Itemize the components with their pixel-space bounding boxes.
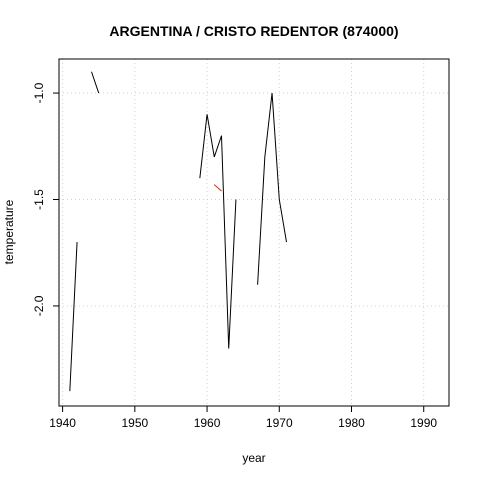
x-tick-label: 1960	[194, 416, 221, 430]
x-tick-label: 1940	[49, 416, 76, 430]
x-tick-label: 1950	[121, 416, 148, 430]
series-line	[199, 114, 237, 349]
series-line	[257, 93, 287, 285]
x-tick-label: 1990	[410, 416, 437, 430]
y-axis-label: temperature	[2, 199, 16, 264]
y-tick-label: -2.0	[32, 295, 46, 316]
x-axis: 1940 1950 1960 1970 1980 1990	[49, 406, 437, 430]
chart-title: ARGENTINA / CRISTO REDENTOR (874000)	[109, 23, 398, 39]
series-layer	[69, 71, 287, 392]
x-axis-label: year	[242, 451, 265, 465]
series-line-secondary	[213, 184, 222, 192]
y-tick-label: -1.0	[32, 82, 46, 103]
y-tick-label: -1.5	[32, 189, 46, 210]
plot-frame	[58, 58, 450, 407]
series-line	[91, 71, 100, 94]
grid	[59, 59, 449, 406]
x-tick-label: 1970	[266, 416, 293, 430]
y-axis: -2.0 -1.5 -1.0	[32, 82, 59, 316]
x-tick-label: 1980	[338, 416, 365, 430]
series-line	[69, 242, 78, 392]
